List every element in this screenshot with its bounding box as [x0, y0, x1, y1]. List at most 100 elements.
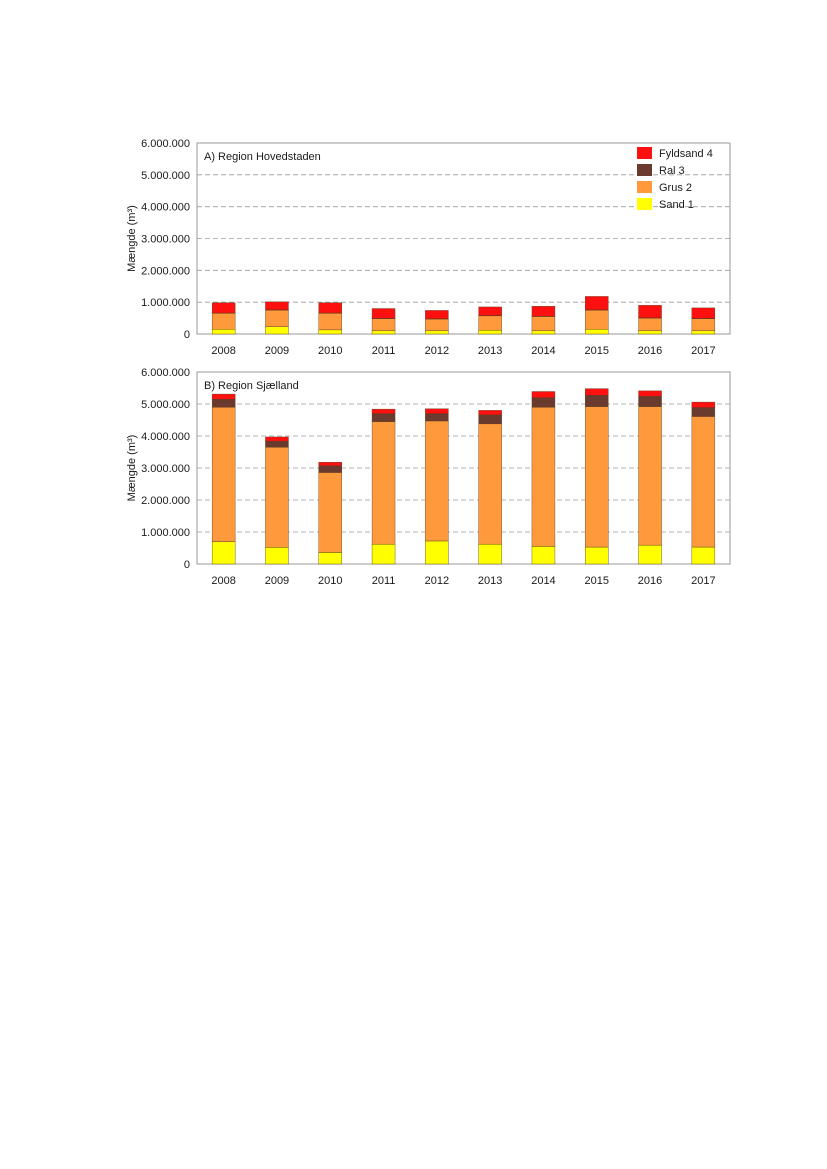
x-tick-label: 2017 — [691, 345, 715, 357]
bar-segment — [425, 540, 449, 565]
x-tick-label: 2012 — [425, 575, 449, 587]
bar-segment — [691, 330, 716, 335]
bar-segment — [318, 462, 342, 466]
legend-swatch — [637, 164, 652, 176]
bar-segment — [478, 410, 502, 416]
x-tick-label: 2008 — [211, 345, 235, 357]
bar-segment — [318, 472, 342, 553]
legend-label: Fyldsand 4 — [659, 148, 713, 160]
bar-segment — [265, 440, 289, 448]
y-tick-label: 4.000.000 — [141, 202, 190, 214]
bar-segment — [691, 307, 716, 319]
bar-segment — [638, 317, 662, 332]
bar-segment — [371, 543, 396, 565]
y-tick-label: 0 — [184, 559, 190, 571]
x-tick-label: 2017 — [691, 575, 715, 587]
bar-segment — [585, 309, 609, 330]
x-tick-label: 2016 — [638, 345, 662, 357]
x-tick-label: 2013 — [478, 345, 502, 357]
bar-segment — [211, 407, 236, 542]
bar-segment — [425, 330, 449, 335]
bar-segment — [585, 388, 609, 396]
legend-swatch — [637, 181, 652, 193]
bar-segment — [265, 547, 289, 565]
x-tick-label: 2015 — [585, 575, 609, 587]
bar-segment — [585, 406, 609, 548]
bar-segment — [531, 546, 556, 565]
bar-segment — [318, 329, 342, 335]
bar-segment — [638, 305, 662, 318]
bar-segment — [318, 302, 342, 314]
bar-segment — [531, 306, 556, 317]
x-tick-label: 2010 — [318, 575, 342, 587]
bar-segment — [265, 301, 289, 311]
legend-label: Ral 3 — [659, 165, 685, 177]
bar-segment — [691, 546, 716, 565]
bar-segment — [265, 309, 289, 327]
legend-swatch — [637, 147, 652, 159]
bar-segment — [478, 315, 502, 331]
bar-segment — [371, 318, 396, 332]
bar-segment — [691, 401, 716, 408]
bar-segment — [318, 465, 342, 473]
chart-b: 0 1.000.000 2.000.000 3.000.000 4.000.000 5.0… — [126, 367, 731, 587]
bar-segment — [265, 447, 289, 548]
bar-segment — [531, 391, 556, 398]
y-tick-label: 3.000.000 — [141, 234, 190, 246]
chart-svg: 0 1.000.000 2.000.000 3.000.000 4.000.000 5.0… — [126, 138, 731, 587]
y-tick-label: 0 — [184, 329, 190, 341]
y-tick-label: 3.000.000 — [141, 463, 190, 475]
legend-swatch — [637, 198, 652, 210]
x-tick-label: 2008 — [211, 575, 235, 587]
bar-segment — [638, 406, 662, 546]
x-tick-label: 2016 — [638, 575, 662, 587]
bar-segment — [211, 393, 236, 400]
bar-segment — [478, 543, 502, 565]
bar-segment — [318, 313, 342, 331]
legend: Fyldsand 4 Ral 3 Grus 2 Sand 1 — [637, 147, 713, 211]
x-tick-label: 2011 — [372, 575, 396, 587]
bar-segment — [531, 407, 556, 547]
bar-segment — [265, 436, 289, 442]
bar-segment — [211, 541, 236, 565]
y-tick-label: 1.000.000 — [141, 527, 190, 539]
bar-segment — [371, 421, 396, 545]
y-tick-label: 6.000.000 — [141, 367, 190, 379]
bar-segment — [531, 316, 556, 332]
bar-segment — [478, 414, 502, 425]
legend-label: Grus 2 — [659, 182, 692, 194]
y-tick-label: 2.000.000 — [141, 265, 190, 277]
bar-segment — [478, 329, 502, 335]
bar-segment — [638, 390, 662, 397]
bar-segment — [425, 408, 449, 414]
bar-segment — [638, 544, 662, 565]
y-tick-label: 1.000.000 — [141, 297, 190, 309]
bar-segment — [425, 420, 449, 542]
x-tick-label: 2009 — [265, 575, 289, 587]
y-tick-label: 5.000.000 — [141, 170, 190, 182]
y-axis-label: Mængde (m³) — [126, 435, 138, 502]
x-tick-label: 2011 — [372, 345, 396, 357]
y-tick-label: 4.000.000 — [141, 431, 190, 443]
bar-segment — [265, 326, 289, 335]
bar-segment — [371, 413, 396, 422]
bar-segment — [425, 413, 449, 422]
bar-segment — [691, 318, 716, 332]
bar-segment — [585, 329, 609, 335]
bar-segment — [585, 296, 609, 311]
bar-segment — [371, 408, 396, 414]
bar-segment — [211, 329, 236, 335]
bar-segment — [638, 396, 662, 407]
x-tick-label: 2012 — [425, 345, 449, 357]
y-axis-label: Mængde (m³) — [126, 205, 138, 272]
bar-segment — [638, 330, 662, 335]
x-tick-label: 2014 — [531, 575, 555, 587]
x-tick-label: 2010 — [318, 345, 342, 357]
figure: 0 1.000.000 2.000.000 3.000.000 4.000.000 5.0… — [126, 138, 731, 587]
bar-segment — [425, 318, 449, 332]
bar-segment — [211, 302, 236, 314]
bar-segment — [585, 395, 609, 407]
y-tick-label: 5.000.000 — [141, 399, 190, 411]
x-tick-label: 2013 — [478, 575, 502, 587]
bar-segment — [691, 416, 716, 548]
